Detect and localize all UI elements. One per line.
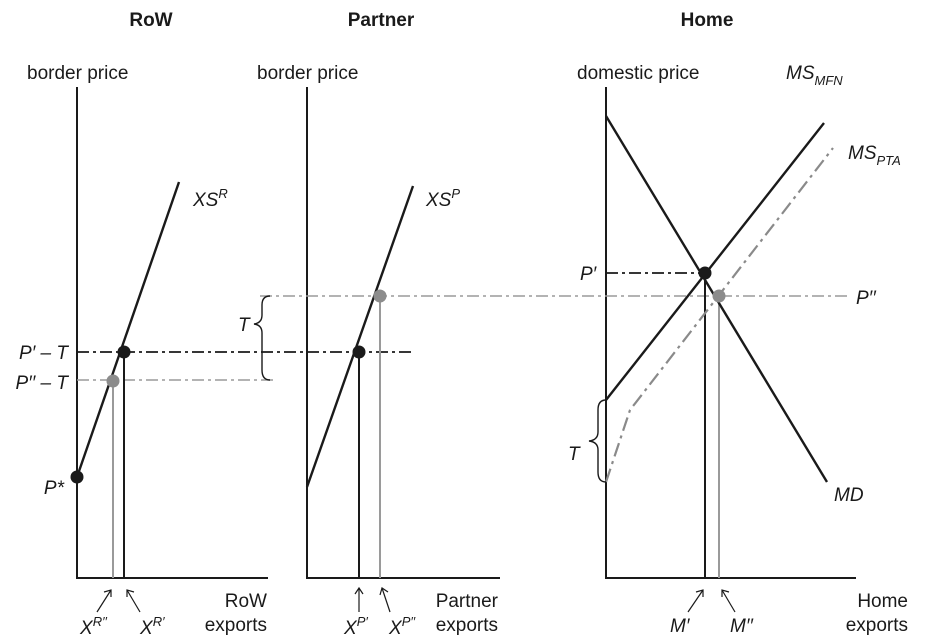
xp-prime-arrowhead <box>354 586 364 595</box>
row-panel-title: RoW <box>129 10 172 31</box>
xr-dprime-arrow <box>96 589 112 613</box>
home-pta-equilibrium-dot <box>712 289 726 303</box>
p-dprime-minus-t-label: P′′ – T <box>15 373 69 394</box>
home-mfn-equilibrium-dot <box>698 266 712 280</box>
row-x-axis-title-2: exports <box>205 615 267 636</box>
xs-p-curve <box>305 185 415 488</box>
partner-axes <box>306 87 500 579</box>
xs-r-label: XSR <box>192 186 228 211</box>
row-axes <box>76 87 268 579</box>
partner-mfn-equilibrium-dot <box>352 345 366 359</box>
m-prime-label: M′ <box>670 616 691 637</box>
xp-dprime-arrowhead <box>379 587 389 596</box>
p-dprime-label: P′′ <box>856 288 877 309</box>
partner-x-axis-title-1: Partner <box>436 591 499 612</box>
p-star-label: P* <box>44 478 65 499</box>
partner-y-axis-title: border price <box>257 63 358 84</box>
ms-mfn-curve <box>605 122 825 401</box>
xr-dprime-label: XR′′ <box>79 614 108 639</box>
home-tariff-brace <box>588 399 607 483</box>
ms-pta-curve <box>604 147 834 483</box>
row-x-axis-title-1: RoW <box>225 591 267 612</box>
home-tariff-label: T <box>568 444 581 465</box>
m-dprime-label: M′′ <box>730 616 754 637</box>
partner-tariff-label: T <box>238 315 251 336</box>
row-y-axis-title: border price <box>27 63 128 84</box>
partner-panel-title: Partner <box>348 10 415 31</box>
partner-pta-equilibrium-dot <box>373 289 387 303</box>
xr-prime-arrowhead <box>126 589 135 597</box>
home-axes <box>605 87 856 579</box>
xp-dprime-arrow <box>381 587 391 613</box>
xs-r-curve <box>75 181 181 478</box>
p-prime-minus-t-label: P′ – T <box>19 343 69 364</box>
ms-pta-label: MSPTA <box>848 143 901 168</box>
partner-x-axis-title-2: exports <box>436 615 498 636</box>
xs-p-label: XSP <box>425 186 460 211</box>
m-prime-arrowhead <box>695 589 704 597</box>
row-mfn-equilibrium-dot <box>117 345 131 359</box>
p-star-dot <box>70 470 84 484</box>
m-prime-arrow <box>687 589 704 613</box>
partner-tariff-brace <box>253 295 271 381</box>
m-dprime-arrow <box>721 589 736 613</box>
ms-mfn-label: MSMFN <box>786 63 843 88</box>
row-pta-equilibrium-dot <box>106 374 120 388</box>
home-panel-title: Home <box>681 10 734 31</box>
md-label: MD <box>834 485 864 506</box>
xr-dprime-arrowhead <box>103 589 112 597</box>
xr-prime-label: XR′ <box>139 614 165 639</box>
p-prime-label: P′ <box>580 264 598 285</box>
home-x-axis-title-1: Home <box>857 591 908 612</box>
home-x-axis-title-2: exports <box>846 615 908 636</box>
home-y-axis-title: domestic price <box>577 63 700 84</box>
xp-dprime-label: XP′′ <box>388 614 416 639</box>
xp-prime-label: XP′ <box>343 614 368 639</box>
m-dprime-arrowhead <box>721 589 730 597</box>
xr-prime-arrow <box>126 589 141 613</box>
